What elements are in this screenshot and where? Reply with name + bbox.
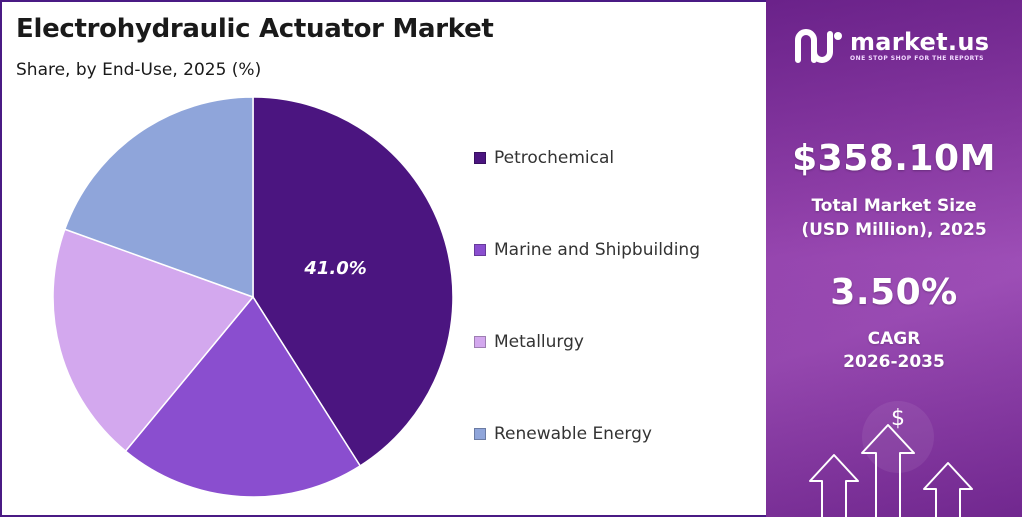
summary-panel: market.us ONE STOP SHOP FOR THE REPORTS … bbox=[766, 0, 1022, 517]
pie-slice-renewable-energy bbox=[63, 96, 254, 299]
pie-chart: 41.0% bbox=[50, 94, 456, 500]
dollar-icon: $ bbox=[891, 406, 905, 431]
growth-arrows-icon: $ bbox=[809, 401, 973, 517]
legend-swatch bbox=[474, 336, 486, 348]
logo-text: market.us bbox=[850, 28, 990, 56]
chart-subtitle: Share, by End-Use, 2025 (%) bbox=[16, 60, 262, 80]
legend-item: Marine and Shipbuilding bbox=[474, 239, 700, 261]
arrow-up-icon bbox=[809, 454, 859, 517]
chart-legend: Petrochemical Marine and Shipbuilding Meta… bbox=[474, 2, 764, 519]
pie-slice-marine-and-shipbuilding bbox=[124, 295, 362, 498]
brand-logo: market.us ONE STOP SHOP FOR THE REPORTS bbox=[792, 26, 1008, 66]
chart-panel: Electrohydraulic Actuator Market Share, … bbox=[0, 0, 766, 517]
market-size-label-line1: Total Market Size bbox=[811, 196, 977, 216]
legend-label: Metallurgy bbox=[494, 332, 584, 352]
legend-swatch bbox=[474, 152, 486, 164]
cagr-value: 3.50% bbox=[830, 272, 958, 313]
pie-slice-metallurgy bbox=[52, 228, 255, 453]
pie-slice-petrochemical bbox=[252, 96, 454, 467]
legend-item: Metallurgy bbox=[474, 331, 584, 353]
market-size-label-line2: (USD Million), 2025 bbox=[801, 220, 987, 240]
legend-item: Petrochemical bbox=[474, 147, 614, 169]
chart-title: Electrohydraulic Actuator Market bbox=[16, 14, 494, 44]
legend-item: Renewable Energy bbox=[474, 423, 652, 445]
market-size-value: $358.10M bbox=[792, 138, 996, 179]
arrow-up-icon bbox=[923, 462, 973, 517]
pie-data-label: 41.0% bbox=[303, 258, 366, 279]
legend-label: Renewable Energy bbox=[494, 424, 652, 444]
legend-label: Marine and Shipbuilding bbox=[494, 240, 700, 260]
legend-swatch bbox=[474, 428, 486, 440]
cagr-label-line1: CAGR bbox=[867, 329, 921, 349]
logo-tagline: ONE STOP SHOP FOR THE REPORTS bbox=[850, 55, 984, 62]
cagr-label-line2: 2026-2035 bbox=[843, 352, 945, 372]
arrow-up-icon bbox=[861, 424, 915, 517]
legend-label: Petrochemical bbox=[494, 148, 615, 168]
logo-icon bbox=[795, 29, 842, 63]
pie-svg: 41.0% bbox=[52, 96, 454, 498]
legend-swatch bbox=[474, 244, 486, 256]
